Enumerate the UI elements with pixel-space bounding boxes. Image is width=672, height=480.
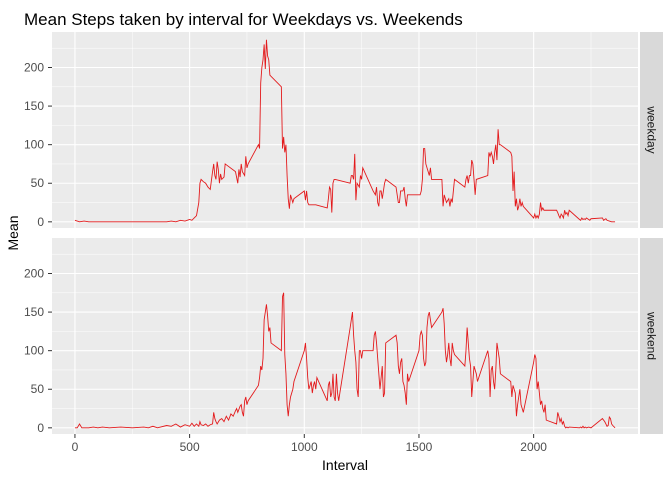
- panel-weekday: weekday 0 50 100 150 200: [24, 32, 663, 229]
- panel-weekend: weekend 0 50 100 150 200: [24, 238, 663, 435]
- y-tick-label: 0: [37, 421, 44, 435]
- chart-title: Mean Steps taken by interval for Weekday…: [24, 10, 463, 29]
- panel-background: [52, 238, 638, 434]
- x-tick-label: 1500: [406, 440, 433, 454]
- facet-strip-weekend: [640, 238, 663, 434]
- facet-strip-weekday: [640, 32, 663, 228]
- x-tick-labels: 0 500 1000 1500 2000: [72, 434, 547, 454]
- y-tick-label: 50: [31, 382, 45, 396]
- y-axis-title: Mean: [5, 215, 21, 250]
- y-tick-label: 0: [37, 215, 44, 229]
- y-tick-labels-weekday: 0 50 100 150 200: [24, 60, 52, 229]
- y-tick-label: 200: [24, 266, 44, 280]
- panel-background: [52, 32, 638, 228]
- x-tick-label: 500: [180, 440, 200, 454]
- x-tick-label: 1000: [291, 440, 318, 454]
- x-tick-label: 2000: [520, 440, 547, 454]
- x-tick-label: 0: [72, 440, 79, 454]
- series-line-weekend: [74, 292, 616, 429]
- facet-label-weekend: weekend: [645, 311, 659, 360]
- y-tick-label: 200: [24, 60, 44, 74]
- x-axis-title: Interval: [322, 457, 368, 473]
- y-tick-label: 100: [24, 344, 44, 358]
- series-line-weekday: [74, 39, 616, 223]
- y-tick-label: 100: [24, 138, 44, 152]
- y-tick-label: 150: [24, 305, 44, 319]
- y-tick-label: 50: [31, 176, 45, 190]
- facet-label-weekday: weekday: [645, 105, 659, 153]
- y-tick-label: 150: [24, 99, 44, 113]
- y-tick-labels-weekend: 0 50 100 150 200: [24, 266, 52, 435]
